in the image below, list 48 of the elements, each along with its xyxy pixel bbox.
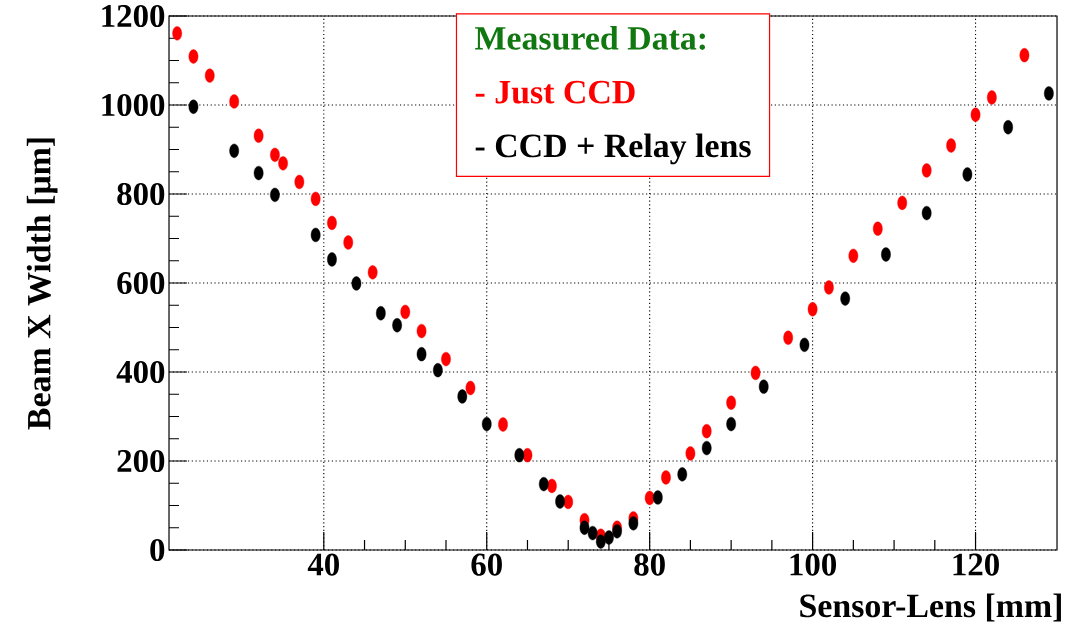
text: - Just CCD xyxy=(475,80,635,104)
y-tick-label: 600 xyxy=(117,271,165,295)
point xyxy=(677,467,688,482)
y-tick-label: 200 xyxy=(117,449,165,473)
point xyxy=(538,477,549,492)
point xyxy=(807,302,818,317)
x-axis-title: Sensor-Lens [mm] xyxy=(800,593,1061,622)
point xyxy=(750,365,761,380)
point xyxy=(970,107,981,122)
point xyxy=(416,347,427,362)
y-tick-label: 1000 xyxy=(102,93,165,117)
point xyxy=(514,448,525,463)
y-tick-label: 0 xyxy=(150,538,165,562)
y-tick-label: 800 xyxy=(117,182,165,206)
point xyxy=(758,379,769,394)
point xyxy=(253,128,264,143)
point xyxy=(367,265,378,280)
text: - CCD + Relay lens xyxy=(475,133,751,165)
x-tick-label: 40 xyxy=(307,553,339,576)
point xyxy=(921,163,932,178)
x-tick-label: 60 xyxy=(471,553,502,576)
legend-title: Measured Data: xyxy=(475,25,706,50)
x-tick-label: 100 xyxy=(790,553,837,576)
point xyxy=(962,167,973,182)
point xyxy=(701,424,712,439)
point xyxy=(921,206,932,221)
point xyxy=(579,520,590,535)
point xyxy=(1019,48,1030,63)
y-axis-title: Beam X Width [μm] xyxy=(26,138,58,430)
point xyxy=(204,68,215,83)
point xyxy=(595,534,606,549)
x-tick-label: 120 xyxy=(953,553,999,576)
point xyxy=(848,248,859,263)
y-tick-label: 400 xyxy=(116,360,165,384)
point xyxy=(685,446,696,461)
point xyxy=(522,448,533,463)
point xyxy=(188,49,199,64)
y-tick-label: 1200 xyxy=(102,4,165,28)
point xyxy=(310,191,321,206)
point xyxy=(799,337,810,352)
point xyxy=(628,516,639,531)
x-tick-label: 80 xyxy=(634,553,665,576)
point xyxy=(343,235,354,250)
point xyxy=(457,389,468,404)
point xyxy=(188,99,199,114)
point xyxy=(872,221,883,236)
point xyxy=(351,276,362,291)
point xyxy=(897,195,908,210)
